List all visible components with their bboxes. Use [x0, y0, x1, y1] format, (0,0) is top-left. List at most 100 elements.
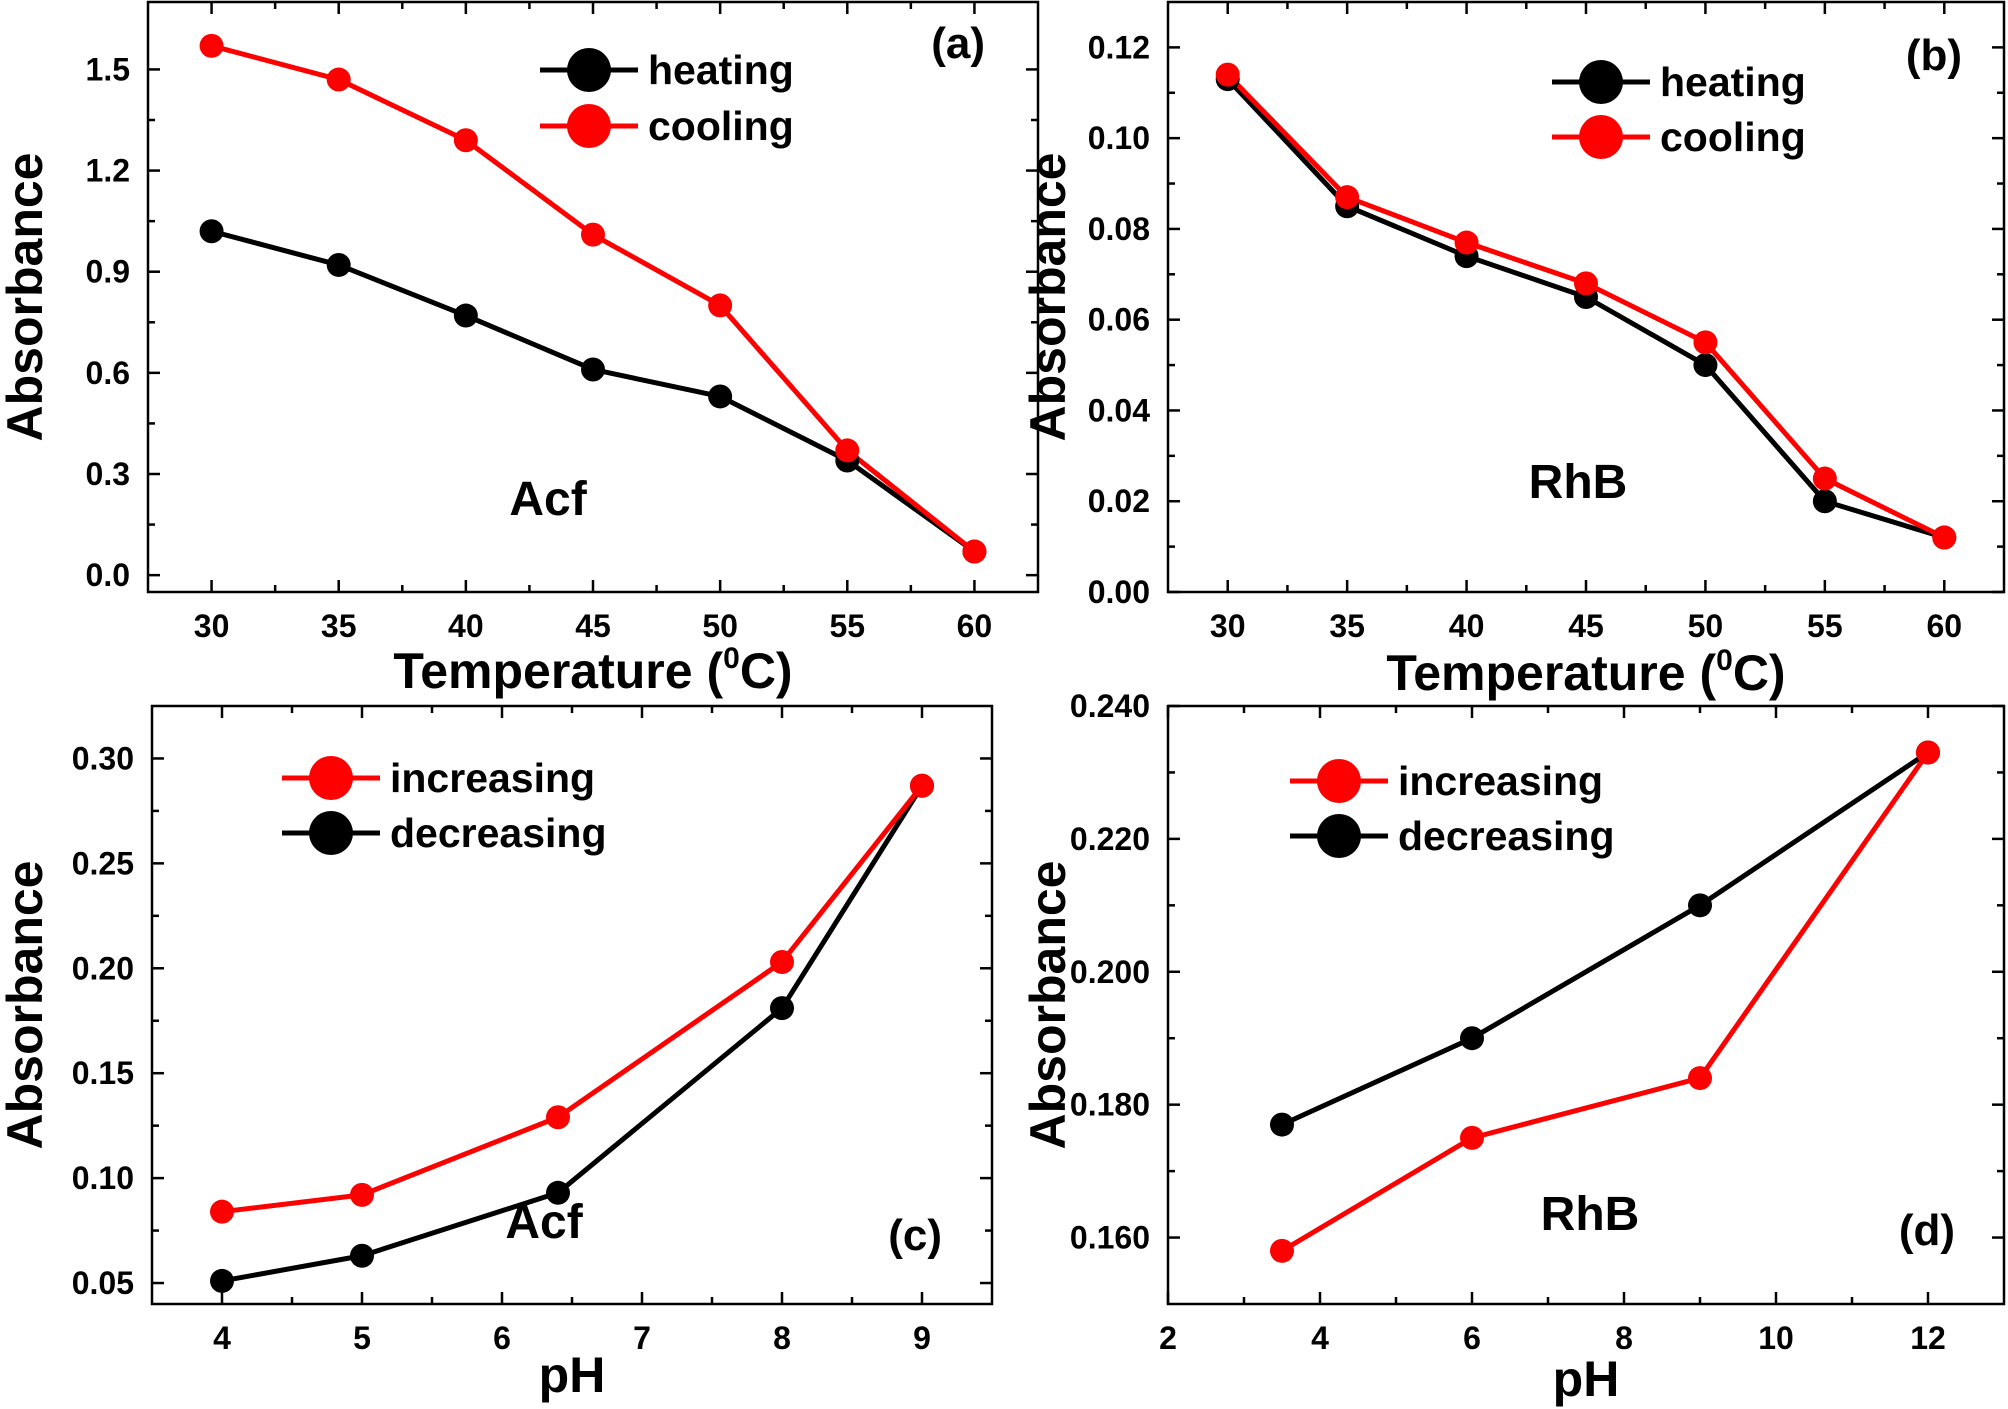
y-tick-label: 1.2: [86, 153, 130, 189]
y-axis-label: Absorbance: [1020, 861, 1076, 1150]
x-tick-label: 45: [1568, 608, 1604, 644]
data-point-cooling: [835, 438, 860, 463]
data-point-increasing: [546, 1105, 570, 1130]
x-tick-label: 50: [702, 608, 738, 644]
x-tick-label: 55: [1807, 608, 1843, 644]
legend-marker-increasing: [1317, 759, 1361, 803]
x-tick-label: 40: [448, 608, 484, 644]
y-tick-label: 0.04: [1088, 392, 1150, 428]
legend-label-increasing: increasing: [390, 755, 595, 801]
x-tick-label: 60: [957, 608, 993, 644]
data-point-increasing: [910, 773, 934, 798]
y-tick-label: 0.00: [1088, 574, 1150, 610]
x-tick-label: 6: [493, 1320, 511, 1356]
x-tick-label: 4: [1311, 1320, 1329, 1356]
data-point-cooling: [1215, 62, 1240, 87]
x-tick-label: 12: [1910, 1320, 1946, 1356]
x-axis-label: pH: [1553, 1351, 1620, 1407]
data-point-decreasing: [350, 1243, 374, 1268]
data-point-cooling: [326, 67, 351, 92]
data-point-cooling: [1932, 525, 1957, 550]
y-tick-label: 0.9: [86, 254, 130, 290]
x-tick-label: 40: [1449, 608, 1485, 644]
series-line-heating: [210, 228, 976, 554]
panel-0: 30 35 40 45 50 55 60 0.0 0.3 0.6 0.9 1.2 1.5 Absorban…: [0, 0, 1040, 699]
data-point-increasing: [350, 1182, 374, 1207]
panel-tag: (a): [931, 19, 985, 68]
x-tick-label: 9: [913, 1320, 931, 1356]
legend-label-increasing: increasing: [1398, 758, 1603, 804]
y-axis-label: Absorbance: [1020, 153, 1076, 442]
y-tick-label: 0.06: [1088, 302, 1150, 338]
data-point-cooling: [581, 222, 605, 247]
data-point-heating: [1812, 489, 1837, 514]
x-axis-label-superscript: 0: [1716, 644, 1733, 677]
y-axis-label: Absorbance: [0, 153, 53, 442]
x-tick-label: 45: [575, 608, 611, 644]
x-axis-label-main: Temperature (: [1386, 645, 1716, 701]
data-point-heating: [453, 303, 478, 328]
data-point-cooling: [708, 293, 733, 318]
panel-tag: (c): [888, 1211, 942, 1260]
y-tick-label: 0.240: [1070, 688, 1150, 724]
x-axis-label: pH: [539, 1347, 606, 1403]
y-tick-label: 0.160: [1070, 1220, 1150, 1256]
legend-label-cooling: cooling: [1660, 114, 1806, 160]
data-point-heating: [581, 357, 605, 382]
y-tick-label: 0.0: [86, 557, 130, 593]
y-tick-label: 0.220: [1070, 821, 1150, 857]
plot-frame: [1166, 704, 2006, 1306]
legend-marker-decreasing: [1317, 814, 1361, 858]
x-tick-label: 30: [1210, 608, 1246, 644]
data-point-heating: [199, 219, 224, 244]
x-tick-label: 10: [1758, 1320, 1794, 1356]
y-tick-label: 0.15: [72, 1055, 134, 1091]
legend-marker-heating: [1579, 60, 1623, 104]
y-tick-label: 0.200: [1070, 954, 1150, 990]
panel-tag: (d): [1899, 1206, 1955, 1255]
x-axis-label-tail: C): [1733, 645, 1786, 701]
y-tick-label: 0.10: [1088, 120, 1150, 156]
x-tick-label: 6: [1463, 1320, 1481, 1356]
y-axis-label: Absorbance: [0, 861, 53, 1150]
data-point-cooling: [453, 128, 478, 153]
y-tick-label: 0.25: [72, 845, 134, 881]
data-point-heating: [708, 384, 733, 409]
data-point-cooling: [1454, 230, 1479, 255]
x-tick-label: 5: [353, 1320, 371, 1356]
legend-marker-heating: [567, 48, 611, 92]
x-tick-label: 8: [773, 1320, 791, 1356]
x-axis-label: Temperature (0C): [1386, 644, 1785, 701]
legend-marker-decreasing: [309, 811, 353, 855]
x-axis-label-main: pH: [539, 1347, 606, 1403]
data-point-cooling: [1693, 330, 1718, 355]
x-axis-label: Temperature (0C): [393, 642, 792, 699]
x-tick-label: 8: [1615, 1320, 1633, 1356]
data-point-increasing: [210, 1199, 234, 1224]
x-axis-label-tail: C): [740, 643, 793, 699]
x-tick-label: 4: [213, 1320, 231, 1356]
legend-label-heating: heating: [648, 47, 794, 93]
y-tick-label: 1.5: [86, 51, 130, 87]
data-point-decreasing: [1460, 1026, 1484, 1051]
y-tick-label: 0.180: [1070, 1087, 1150, 1123]
x-tick-label: 7: [633, 1320, 651, 1356]
data-point-increasing: [1916, 740, 1940, 765]
data-point-heating: [326, 252, 351, 277]
x-axis-label-main: pH: [1553, 1351, 1620, 1407]
legend-label-heating: heating: [1660, 59, 1806, 105]
data-point-cooling: [962, 539, 987, 564]
sample-annotation: RhB: [1541, 1188, 1640, 1241]
y-tick-label: 0.02: [1088, 483, 1150, 519]
data-point-increasing: [1270, 1238, 1294, 1263]
sample-annotation: Acf: [509, 473, 587, 526]
data-point-increasing: [770, 949, 794, 974]
x-axis-label-superscript: 0: [723, 642, 740, 675]
data-point-heating: [1693, 353, 1718, 378]
data-point-increasing: [1460, 1125, 1484, 1150]
x-tick-label: 50: [1688, 608, 1724, 644]
y-tick-label: 0.08: [1088, 211, 1150, 247]
y-tick-label: 0.6: [86, 355, 130, 391]
data-point-cooling: [1574, 271, 1598, 296]
